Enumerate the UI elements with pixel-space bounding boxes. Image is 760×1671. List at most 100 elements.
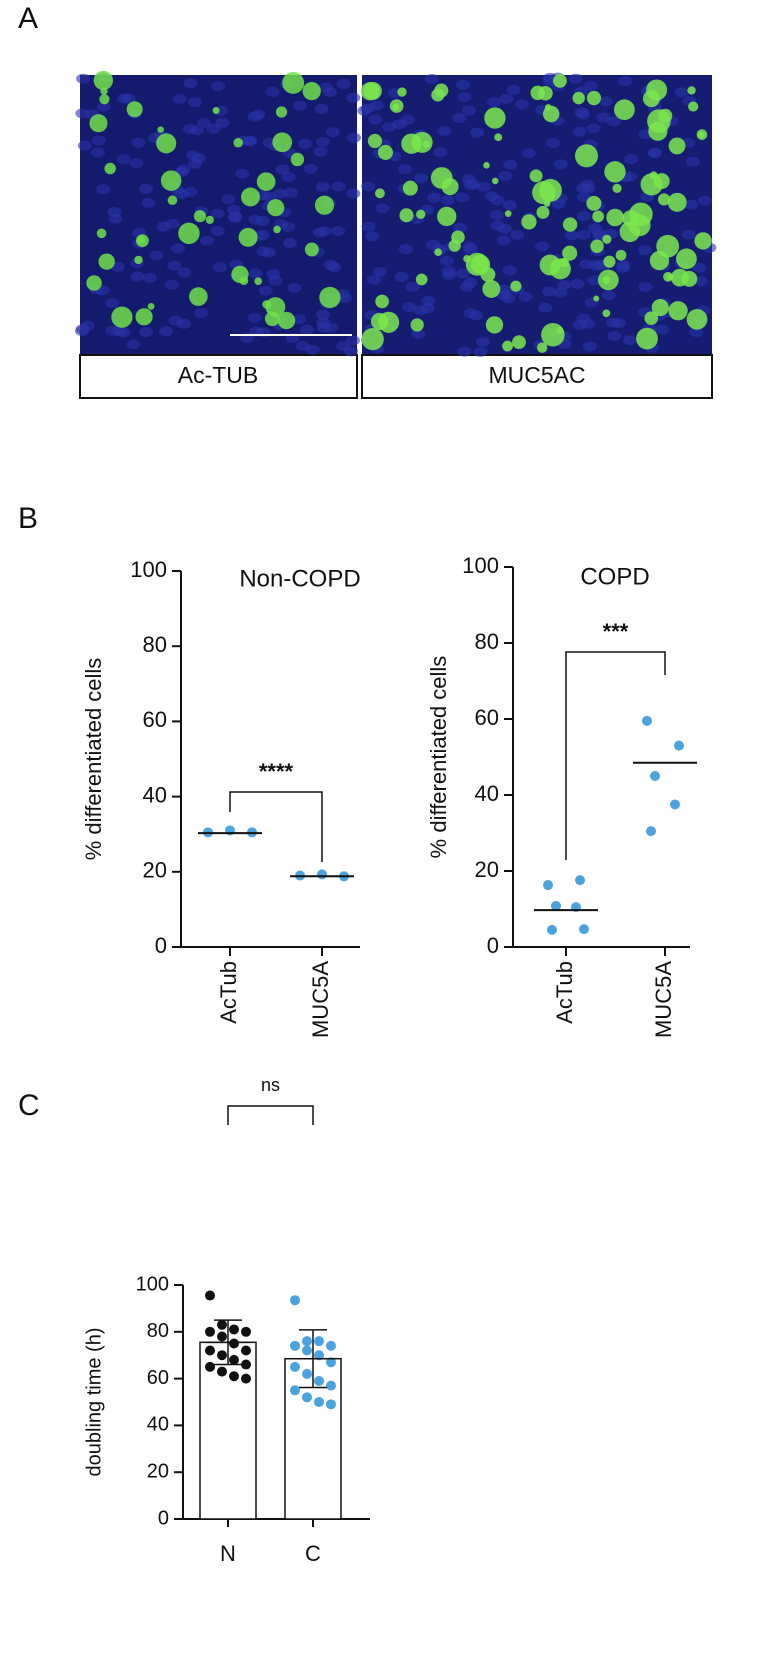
nucleus bbox=[226, 204, 241, 215]
nucleus bbox=[283, 237, 298, 248]
cilia-spot bbox=[167, 195, 178, 206]
nucleus bbox=[139, 183, 154, 194]
nucleus bbox=[126, 339, 141, 350]
mucin-spot bbox=[377, 144, 393, 160]
mucin-spot bbox=[562, 217, 578, 232]
cilia-spot bbox=[233, 137, 243, 148]
nucleus bbox=[221, 194, 236, 205]
nucleus bbox=[210, 208, 225, 219]
nucleus bbox=[331, 181, 346, 192]
y-tick-label: 100 bbox=[130, 557, 167, 582]
nucleus bbox=[182, 123, 197, 134]
mucin-spot bbox=[502, 340, 513, 352]
mucin-spot bbox=[614, 99, 635, 121]
cilia-spot bbox=[86, 275, 102, 291]
data-point bbox=[217, 1319, 227, 1330]
data-point bbox=[229, 1338, 239, 1349]
micrographs bbox=[75, 70, 717, 399]
y-tick-label: 80 bbox=[147, 1320, 169, 1342]
nucleus bbox=[172, 93, 187, 104]
nucleus bbox=[116, 327, 131, 338]
nucleus bbox=[538, 302, 553, 313]
mucin-spot bbox=[668, 137, 686, 155]
mucin-spot bbox=[647, 109, 671, 133]
mucin-spot bbox=[687, 86, 696, 95]
nucleus bbox=[170, 243, 185, 254]
nucleus bbox=[463, 244, 478, 255]
y-tick-label: 0 bbox=[158, 1507, 169, 1529]
cilia-spot bbox=[273, 225, 281, 234]
nucleus bbox=[361, 181, 376, 192]
mucin-spot bbox=[603, 255, 616, 268]
nucleus bbox=[579, 259, 594, 270]
data-point bbox=[290, 1361, 300, 1372]
mucin-spot bbox=[430, 167, 453, 189]
nucleus bbox=[518, 291, 533, 302]
cilia-spot bbox=[290, 152, 305, 167]
nucleus bbox=[475, 336, 490, 347]
mucin-spot bbox=[538, 178, 562, 202]
data-point bbox=[575, 875, 585, 886]
mucin-spot bbox=[602, 234, 612, 244]
nucleus bbox=[183, 77, 198, 88]
nucleus bbox=[336, 78, 351, 89]
mucin-spot bbox=[363, 81, 382, 100]
mucin-spot bbox=[574, 144, 599, 168]
nucleus bbox=[398, 244, 413, 255]
mucin-spot bbox=[694, 232, 712, 250]
significance-bracket bbox=[229, 791, 323, 862]
nucleus bbox=[601, 290, 616, 301]
data-point bbox=[290, 1340, 300, 1351]
mucin-spot bbox=[586, 90, 602, 106]
mucin-spot bbox=[415, 273, 428, 286]
nucleus bbox=[535, 241, 550, 252]
data-point bbox=[229, 1324, 239, 1335]
nucleus bbox=[622, 335, 637, 346]
nucleus bbox=[503, 159, 518, 170]
nucleus bbox=[107, 207, 122, 218]
nucleus bbox=[361, 221, 376, 232]
data-point bbox=[642, 715, 652, 726]
mucin-spot bbox=[431, 88, 445, 102]
nucleus bbox=[158, 326, 173, 337]
nucleus bbox=[564, 230, 579, 241]
cilia-spot bbox=[189, 287, 208, 306]
nucleus bbox=[121, 93, 136, 104]
mucin-spot bbox=[399, 208, 414, 223]
mucin-spot bbox=[542, 105, 560, 123]
nucleus bbox=[96, 101, 111, 112]
mucin-spot bbox=[644, 311, 659, 325]
nucleus bbox=[638, 281, 653, 292]
image-label: MUC5AC bbox=[488, 362, 585, 388]
mucin-spot bbox=[484, 107, 506, 129]
nucleus bbox=[581, 318, 596, 329]
nucleus bbox=[606, 317, 621, 328]
nucleus bbox=[368, 114, 383, 125]
mucin-spot bbox=[451, 230, 465, 245]
nucleus bbox=[457, 346, 472, 357]
x-tick-label: AcTub bbox=[216, 961, 241, 1024]
mucin-spot bbox=[642, 90, 660, 108]
nucleus bbox=[473, 346, 488, 357]
data-point bbox=[579, 924, 589, 935]
nucleus bbox=[196, 117, 211, 128]
data-point bbox=[241, 1326, 251, 1337]
y-tick-label: 80 bbox=[475, 629, 499, 654]
cilia-spot bbox=[193, 210, 207, 223]
nucleus bbox=[623, 154, 638, 165]
nucleus bbox=[330, 225, 345, 236]
nucleus bbox=[582, 341, 597, 352]
nucleus bbox=[502, 265, 517, 276]
mucin-spot bbox=[656, 234, 680, 258]
nucleus bbox=[183, 186, 198, 197]
mucin-spot bbox=[485, 316, 504, 334]
data-point bbox=[646, 826, 656, 837]
mucin-spot bbox=[586, 195, 602, 211]
nucleus bbox=[299, 324, 314, 335]
significance-bracket bbox=[565, 651, 666, 860]
mucin-spot bbox=[598, 269, 619, 291]
nucleus bbox=[316, 309, 331, 320]
data-point bbox=[217, 1366, 227, 1377]
cilia-spot bbox=[254, 277, 263, 286]
nucleus bbox=[692, 262, 707, 273]
